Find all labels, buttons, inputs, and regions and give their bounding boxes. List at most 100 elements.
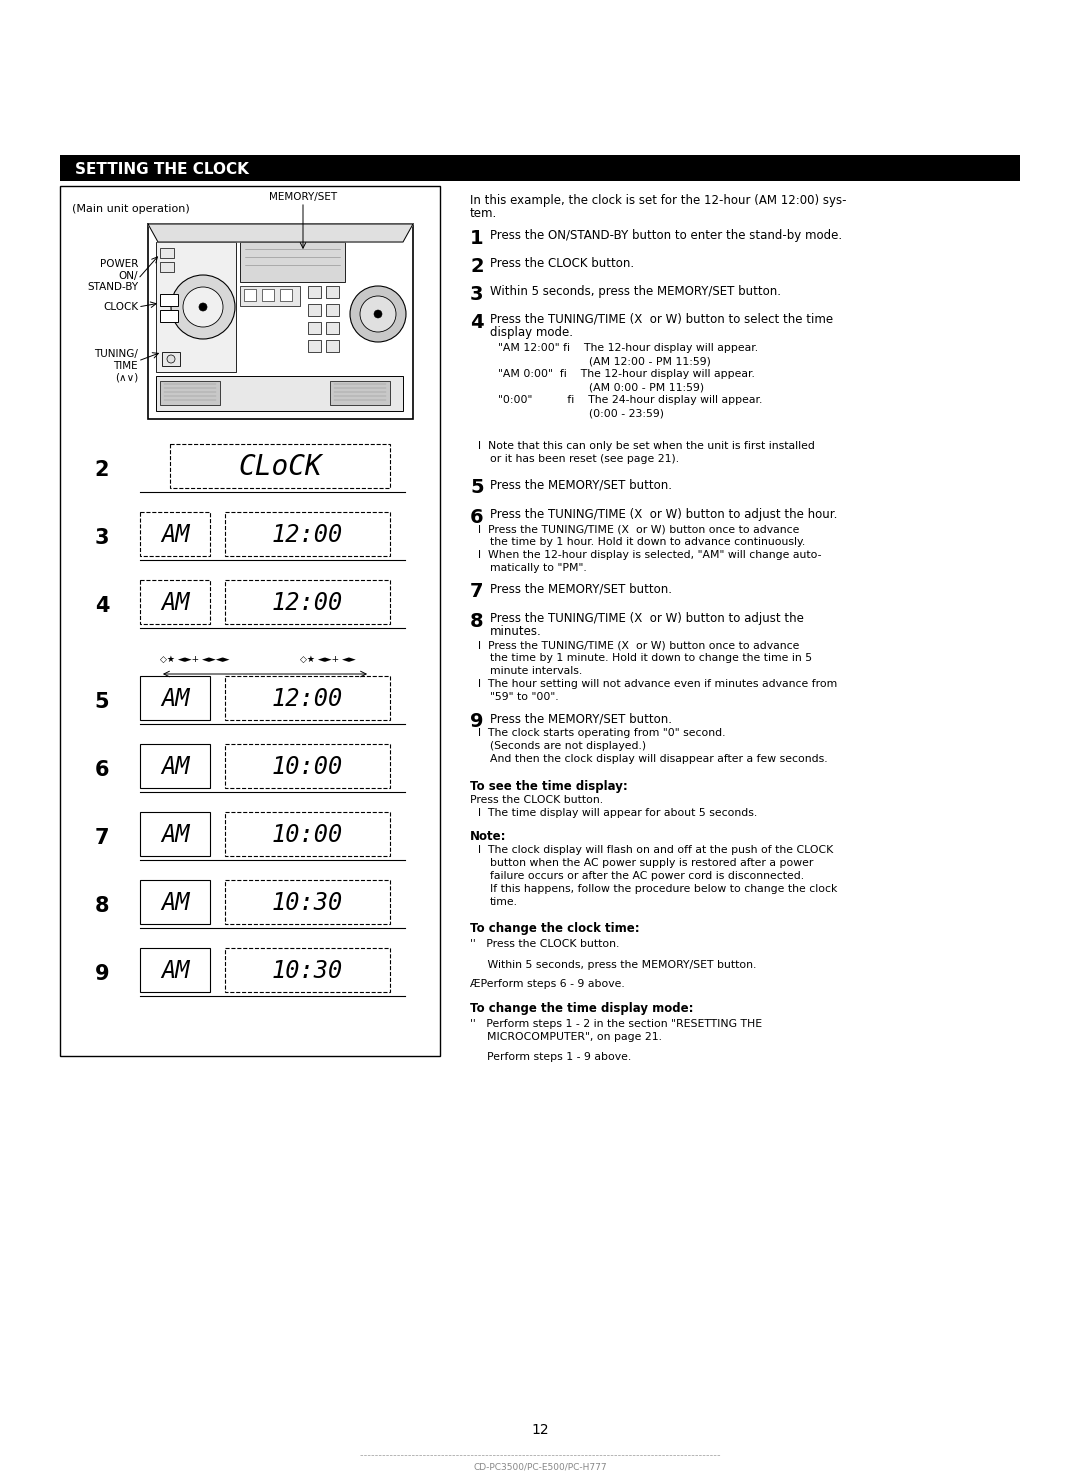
Text: failure occurs or after the AC power cord is disconnected.: failure occurs or after the AC power cor… (490, 871, 805, 880)
Text: l  Press the TUNING/TIME (X  or W) button once to advance: l Press the TUNING/TIME (X or W) button … (478, 524, 799, 535)
Text: l  Press the TUNING/TIME (X  or W) button once to advance: l Press the TUNING/TIME (X or W) button … (478, 640, 799, 650)
Text: 12:00: 12:00 (272, 591, 343, 614)
Bar (326, 322, 339, 334)
Text: minute intervals.: minute intervals. (490, 666, 582, 676)
Text: Within 5 seconds, press the MEMORY/SET button.: Within 5 seconds, press the MEMORY/SET b… (470, 960, 756, 970)
Text: TUNING/
TIME
(∧∨): TUNING/ TIME (∧∨) (94, 349, 138, 383)
Text: 1: 1 (470, 229, 484, 248)
Text: CD-PC3500/PC-E500/PC-H777: CD-PC3500/PC-E500/PC-H777 (473, 1464, 607, 1473)
Text: MEMORY/SET: MEMORY/SET (269, 192, 337, 202)
Text: Press the ON/STAND-BY button to enter the stand-by mode.: Press the ON/STAND-BY button to enter th… (490, 229, 842, 242)
Text: AM: AM (161, 687, 189, 710)
Bar (262, 289, 274, 301)
Text: Press the CLOCK button.: Press the CLOCK button. (490, 257, 634, 270)
Circle shape (183, 287, 222, 326)
Text: POWER
ON/
STAND-BY: POWER ON/ STAND-BY (86, 258, 138, 292)
Text: 7: 7 (95, 829, 109, 848)
Text: To see the time display:: To see the time display: (470, 780, 627, 793)
Text: CLoCK: CLoCK (238, 453, 322, 482)
Text: (AM 12:00 - PM 11:59): (AM 12:00 - PM 11:59) (498, 356, 711, 366)
Bar (326, 304, 339, 316)
Text: or it has been reset (see page 21).: or it has been reset (see page 21). (490, 453, 679, 464)
Text: ''   Press the CLOCK button.: '' Press the CLOCK button. (470, 939, 619, 950)
Text: 9: 9 (470, 712, 484, 731)
Text: 6: 6 (95, 761, 109, 780)
Bar (326, 287, 339, 298)
Text: 2: 2 (470, 257, 484, 276)
Bar (160, 381, 220, 405)
Bar (308, 340, 321, 352)
Text: 12:00: 12:00 (272, 523, 343, 546)
Text: 10:30: 10:30 (272, 959, 343, 984)
Bar (170, 445, 390, 487)
Text: Press the TUNING/TIME (X  or W) button to adjust the hour.: Press the TUNING/TIME (X or W) button to… (490, 508, 837, 521)
Text: ''   Perform steps 1 - 2 in the section "RESETTING THE: '' Perform steps 1 - 2 in the section "R… (470, 1019, 762, 1029)
Text: l  Note that this can only be set when the unit is first installed: l Note that this can only be set when th… (478, 442, 815, 450)
Text: matically to "PM".: matically to "PM". (490, 563, 586, 573)
Bar (156, 377, 403, 411)
Text: Note:: Note: (470, 830, 507, 843)
Text: l  The clock starts operating from "0" second.: l The clock starts operating from "0" se… (478, 728, 726, 738)
Text: (Seconds are not displayed.): (Seconds are not displayed.) (490, 741, 646, 750)
Text: ◇★ ◄►+ ◄►◄►: ◇★ ◄►+ ◄►◄► (160, 654, 230, 665)
Bar (225, 880, 390, 925)
Bar (308, 304, 321, 316)
Text: 4: 4 (95, 597, 109, 616)
Bar (140, 948, 210, 993)
Text: SETTING THE CLOCK: SETTING THE CLOCK (75, 161, 248, 176)
Text: Perform steps 1 - 9 above.: Perform steps 1 - 9 above. (487, 1052, 631, 1062)
Circle shape (374, 310, 382, 318)
Circle shape (171, 275, 235, 340)
Text: Press the CLOCK button.: Press the CLOCK button. (470, 795, 603, 805)
Text: AM: AM (161, 891, 189, 914)
Bar (156, 242, 237, 372)
Bar (60, 155, 1020, 182)
Text: 5: 5 (95, 693, 109, 712)
Text: In this example, the clock is set for the 12-hour (AM 12:00) sys-: In this example, the clock is set for th… (470, 193, 847, 207)
Bar (308, 287, 321, 298)
Bar (160, 248, 174, 258)
Circle shape (167, 354, 175, 363)
Text: 3: 3 (95, 527, 109, 548)
Text: 8: 8 (470, 611, 484, 631)
Text: 6: 6 (470, 508, 484, 527)
Bar (225, 948, 390, 993)
Text: AM: AM (161, 959, 189, 984)
Text: the time by 1 hour. Hold it down to advance continuously.: the time by 1 hour. Hold it down to adva… (490, 538, 806, 546)
Bar (60, 186, 440, 1056)
Bar (225, 744, 390, 789)
Circle shape (199, 303, 207, 312)
Bar (140, 744, 210, 789)
Text: Within 5 seconds, press the MEMORY/SET button.: Within 5 seconds, press the MEMORY/SET b… (490, 285, 781, 298)
Bar (140, 580, 210, 623)
Bar (225, 513, 390, 555)
Text: ÆPerform steps 6 - 9 above.: ÆPerform steps 6 - 9 above. (470, 979, 624, 990)
Text: l  The clock display will flash on and off at the push of the CLOCK: l The clock display will flash on and of… (478, 845, 834, 855)
Text: 10:00: 10:00 (272, 823, 343, 846)
Text: 10:00: 10:00 (272, 755, 343, 778)
Bar (225, 580, 390, 623)
Text: 12: 12 (531, 1422, 549, 1437)
Text: time.: time. (490, 897, 518, 907)
Text: the time by 1 minute. Hold it down to change the time in 5: the time by 1 minute. Hold it down to ch… (490, 653, 812, 663)
Text: l  The time display will appear for about 5 seconds.: l The time display will appear for about… (478, 808, 757, 818)
Text: (Main unit operation): (Main unit operation) (72, 204, 190, 214)
Text: CLOCK: CLOCK (103, 301, 138, 312)
Text: 3: 3 (470, 285, 484, 304)
Bar (140, 513, 210, 555)
Text: Press the TUNING/TIME (X  or W) button to adjust the: Press the TUNING/TIME (X or W) button to… (490, 611, 804, 625)
Text: Press the MEMORY/SET button.: Press the MEMORY/SET button. (490, 712, 672, 725)
Text: Press the TUNING/TIME (X  or W) button to select the time: Press the TUNING/TIME (X or W) button to… (490, 313, 833, 326)
Text: AM: AM (161, 823, 189, 846)
Bar (308, 322, 321, 334)
Bar (148, 225, 413, 419)
Text: l  When the 12-hour display is selected, "AM" will change auto-: l When the 12-hour display is selected, … (478, 549, 822, 560)
Text: "AM 12:00" fi    The 12-hour display will appear.: "AM 12:00" fi The 12-hour display will a… (498, 343, 758, 353)
Text: button when the AC power supply is restored after a power: button when the AC power supply is resto… (490, 858, 813, 868)
Text: 8: 8 (95, 897, 109, 916)
Bar (140, 812, 210, 857)
Text: Press the MEMORY/SET button.: Press the MEMORY/SET button. (490, 479, 672, 490)
Bar (326, 340, 339, 352)
Text: To change the clock time:: To change the clock time: (470, 922, 639, 935)
Text: Press the MEMORY/SET button.: Press the MEMORY/SET button. (490, 582, 672, 595)
